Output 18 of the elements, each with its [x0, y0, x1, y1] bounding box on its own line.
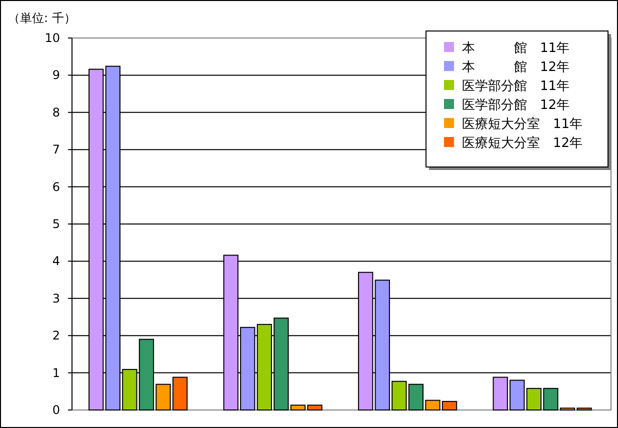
y-tick-label: 0 [52, 403, 60, 417]
y-axis-title: （単位: 千） [8, 11, 76, 25]
y-tick-label: 9 [52, 68, 60, 82]
legend-label: 本 館 12年 [462, 60, 570, 75]
y-tick-label: 6 [52, 180, 60, 194]
legend-label: 医学部分館 11年 [462, 79, 570, 94]
legend-label: 本 館 11年 [462, 41, 570, 56]
y-tick-label: 1 [52, 366, 60, 380]
y-tick-label: 2 [52, 328, 60, 343]
y-tick-label: 7 [52, 142, 60, 157]
y-tick-label: 3 [52, 291, 60, 306]
legend-label: 医療短大分室 12年 [462, 135, 583, 151]
y-tick-label: 8 [52, 105, 60, 120]
legend-label: 医学部分館 12年 [462, 98, 570, 113]
y-tick-label: 10 [44, 31, 60, 45]
y-tick-label: 4 [52, 254, 60, 268]
y-tick-label: 5 [52, 217, 60, 231]
legend-label: 医療短大分室 11年 [462, 116, 583, 132]
